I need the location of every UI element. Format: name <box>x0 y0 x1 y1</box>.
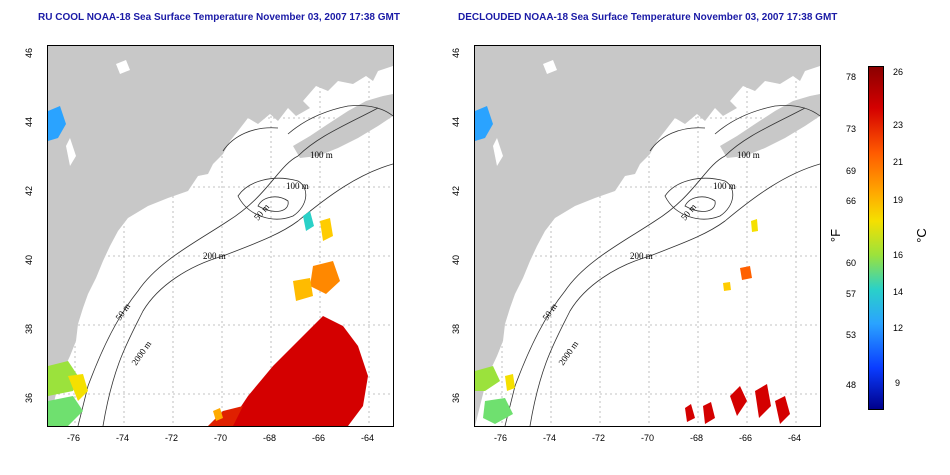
celsius-tick: 9 <box>895 378 901 388</box>
celsius-tick: 26 <box>893 67 904 77</box>
contour-label: 50 m <box>540 301 559 322</box>
fahrenheit-tick: 69 <box>846 166 857 176</box>
y-tick-label: 38 <box>24 323 34 334</box>
y-tick-label: 42 <box>24 185 34 196</box>
x-tick-label: -64 <box>361 433 375 443</box>
y-tick-label: 40 <box>451 254 461 265</box>
x-tick-label: -70 <box>214 433 228 443</box>
fahrenheit-tick: 78 <box>846 72 857 82</box>
fahrenheit-tick: 60 <box>846 258 857 268</box>
contour-label: 100 m <box>737 150 760 160</box>
right-map-canvas: 100 m 100 m 50 m 200 m 50 m 2000 m <box>475 46 820 426</box>
fahrenheit-tick: 57 <box>846 289 857 299</box>
y-tick-label: 40 <box>24 254 34 265</box>
right-map-title: DECLOUDED NOAA-18 Sea Surface Temperatur… <box>458 12 838 23</box>
sst-pixels <box>48 106 368 426</box>
celsius-tick: 14 <box>893 287 904 297</box>
left-map-title: RU COOL NOAA-18 Sea Surface Temperature … <box>38 12 400 23</box>
fahrenheit-unit-label: °F <box>828 228 844 243</box>
celsius-tick: 12 <box>893 323 904 333</box>
x-tick-label: -68 <box>690 433 704 443</box>
x-tick-label: -66 <box>739 433 753 443</box>
fahrenheit-tick: 66 <box>846 196 857 206</box>
x-tick-label: -74 <box>543 433 557 443</box>
y-tick-label: 44 <box>451 116 461 127</box>
fahrenheit-tick: 48 <box>846 380 857 390</box>
right-sst-map: 100 m 100 m 50 m 200 m 50 m 2000 m <box>474 45 821 427</box>
y-tick-label: 46 <box>24 47 34 58</box>
y-tick-label: 36 <box>24 392 34 403</box>
contour-label: 100 m <box>310 150 333 160</box>
x-tick-label: -70 <box>641 433 655 443</box>
celsius-tick: 23 <box>893 120 904 130</box>
celsius-tick: 19 <box>893 195 904 205</box>
y-tick-label: 36 <box>451 392 461 403</box>
x-tick-label: -76 <box>67 433 81 443</box>
contour-label: 200 m <box>630 251 653 261</box>
y-tick-label: 46 <box>451 47 461 58</box>
contour-label: 50 m <box>679 202 698 222</box>
y-tick-label: 42 <box>451 185 461 196</box>
left-map-canvas: 100 m 100 m 50 m 200 m 50 m 2000 m <box>48 46 393 426</box>
y-tick-label: 38 <box>451 323 461 334</box>
sst-pixels <box>475 106 790 424</box>
left-sst-map: 100 m 100 m 50 m 200 m 50 m 2000 m <box>47 45 394 427</box>
celsius-tick: 21 <box>893 157 904 167</box>
contour-label: 200 m <box>203 251 226 261</box>
x-tick-label: -64 <box>788 433 802 443</box>
contour-label: 2000 m <box>129 339 153 367</box>
contour-label: 2000 m <box>556 339 580 367</box>
y-tick-label: 44 <box>24 116 34 127</box>
temperature-colorbar <box>868 66 884 410</box>
x-tick-label: -66 <box>312 433 326 443</box>
x-tick-label: -72 <box>592 433 606 443</box>
bathymetry-contours <box>77 105 393 426</box>
contour-label: 50 m <box>252 202 271 222</box>
fahrenheit-tick: 73 <box>846 124 857 134</box>
land-mass <box>475 46 820 426</box>
bathymetry-contours <box>504 105 820 426</box>
x-tick-label: -74 <box>116 433 130 443</box>
x-tick-label: -68 <box>263 433 277 443</box>
x-tick-label: -72 <box>165 433 179 443</box>
x-tick-label: -76 <box>494 433 508 443</box>
celsius-unit-label: °C <box>913 228 929 243</box>
contour-label: 100 m <box>286 181 309 191</box>
celsius-tick: 16 <box>893 250 904 260</box>
fahrenheit-tick: 53 <box>846 330 857 340</box>
land-mass <box>48 46 393 426</box>
contour-label: 100 m <box>713 181 736 191</box>
contour-label: 50 m <box>113 301 132 322</box>
